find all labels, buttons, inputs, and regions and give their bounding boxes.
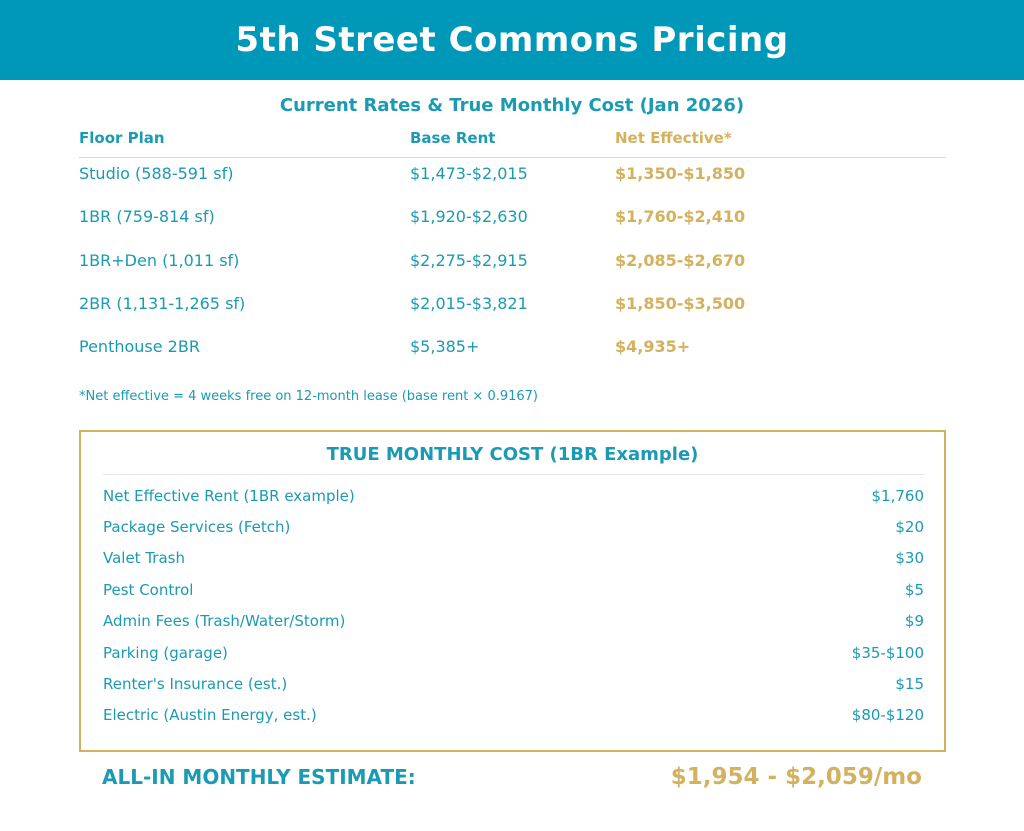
floor-plan-cell: 1BR (759-814 sf) [79, 207, 215, 227]
base-rent-cell: $1,473-$2,015 [410, 164, 528, 183]
base-rent-cell: $2,015-$3,821 [410, 293, 528, 313]
table-row: 1BR+Den (1,011 sf) $2,275-$2,915 $2,085-… [79, 251, 946, 294]
rates-table-body: Studio (588-591 sf) $1,473-$2,015 $1,350… [79, 158, 946, 380]
all-in-estimate-value: $1,954 - $2,059/mo [670, 764, 922, 790]
table-row: Studio (588-591 sf) $1,473-$2,015 $1,350… [79, 164, 946, 207]
cost-value: $1,760 [871, 486, 925, 505]
floor-plan-cell: Penthouse 2BR [79, 337, 200, 357]
true-monthly-cost-box: TRUE MONTHLY COST (1BR Example) Net Effe… [79, 430, 946, 752]
cost-label: Pest Control [103, 580, 194, 599]
net-effective-cell: $4,935+ [615, 337, 691, 357]
all-in-estimate-label: ALL-IN MONTHLY ESTIMATE: [102, 765, 416, 789]
section-subtitle: Current Rates & True Monthly Cost (Jan 2… [279, 95, 745, 116]
column-header-base-rent: Base Rent [410, 129, 496, 147]
header-banner: 5th Street Commons Pricing [0, 0, 1024, 80]
cost-value: $30 [895, 549, 924, 568]
list-item: Renter's Insurance (est.) $15 [103, 668, 924, 699]
cost-box-title: TRUE MONTHLY COST (1BR Example) [326, 444, 699, 465]
cost-value: $35-$100 [851, 643, 924, 662]
cost-label: Package Services (Fetch) [103, 518, 291, 537]
all-in-estimate: ALL-IN MONTHLY ESTIMATE: $1,954 - $2,059… [102, 764, 922, 790]
cost-value: $80-$120 [851, 706, 924, 725]
cost-value: $20 [895, 518, 924, 537]
cost-label: Electric (Austin Energy, est.) [103, 706, 317, 725]
table-row: Penthouse 2BR $5,385+ $4,935+ [79, 337, 946, 380]
base-rent-cell: $1,920-$2,630 [410, 207, 528, 227]
net-effective-cell: $1,850-$3,500 [615, 293, 746, 313]
list-item: Admin Fees (Trash/Water/Storm) $9 [103, 606, 924, 637]
list-item: Package Services (Fetch) $20 [103, 511, 924, 542]
table-row: 2BR (1,131-1,265 sf) $2,015-$3,821 $1,85… [79, 294, 946, 337]
rates-table-header: Floor Plan Base Rent Net Effective* [79, 128, 946, 158]
page-title: 5th Street Commons Pricing [235, 20, 789, 60]
base-rent-cell: $2,275-$2,915 [410, 250, 528, 270]
base-rent-cell: $5,385+ [410, 337, 480, 357]
list-item: Valet Trash $30 [103, 543, 924, 574]
list-item: Parking (garage) $35-$100 [103, 637, 924, 668]
floor-plan-cell: 2BR (1,131-1,265 sf) [79, 293, 246, 313]
cost-label: Valet Trash [103, 549, 185, 568]
cost-label: Renter's Insurance (est.) [103, 675, 288, 694]
column-header-floor-plan: Floor Plan [79, 129, 165, 147]
net-effective-cell: $1,760-$2,410 [615, 207, 746, 227]
cost-value: $5 [904, 580, 924, 599]
list-item: Net Effective Rent (1BR example) $1,760 [103, 480, 924, 511]
cost-label: Parking (garage) [103, 643, 228, 662]
floor-plan-cell: 1BR+Den (1,011 sf) [79, 250, 240, 270]
net-effective-cell: $1,350-$1,850 [615, 164, 746, 183]
floor-plan-cell: Studio (588-591 sf) [79, 164, 234, 183]
list-item: Pest Control $5 [103, 574, 924, 605]
divider [103, 474, 924, 475]
cost-list: Net Effective Rent (1BR example) $1,760 … [103, 480, 924, 731]
cost-value: $9 [904, 612, 924, 631]
table-row: 1BR (759-814 sf) $1,920-$2,630 $1,760-$2… [79, 207, 946, 250]
list-item: Electric (Austin Energy, est.) $80-$120 [103, 700, 924, 731]
rates-table: Floor Plan Base Rent Net Effective* Stud… [79, 128, 946, 380]
net-effective-footnote: *Net effective = 4 weeks free on 12-mont… [79, 389, 539, 404]
column-header-net-effective: Net Effective* [615, 129, 732, 147]
cost-label: Admin Fees (Trash/Water/Storm) [103, 612, 346, 631]
cost-label: Net Effective Rent (1BR example) [103, 486, 355, 505]
cost-value: $15 [895, 675, 924, 694]
net-effective-cell: $2,085-$2,670 [615, 250, 746, 270]
